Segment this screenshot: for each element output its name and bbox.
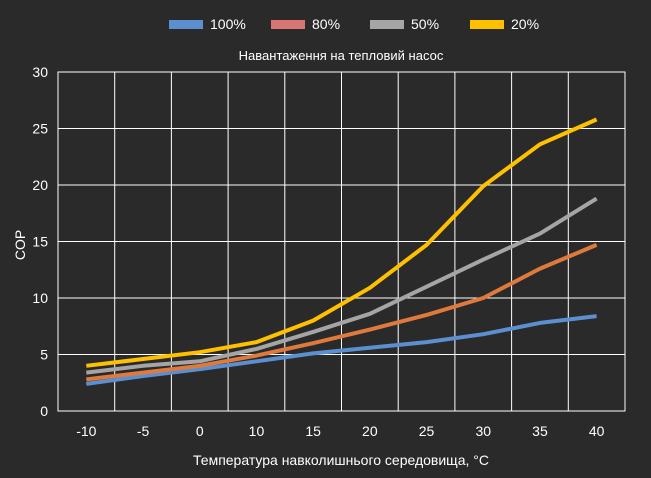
legend-swatch [271,20,305,29]
data-point [141,357,145,361]
series-line-2 [86,196,598,375]
data-point [311,319,315,323]
y-axis-label: COP [12,230,28,260]
x-tick-label: -5 [137,423,150,439]
x-tick-label: 20 [362,423,378,439]
y-tick-label: 20 [32,177,48,193]
data-point [141,371,145,375]
data-point [84,364,88,368]
data-point [538,232,542,236]
legend-label: 20% [511,16,539,32]
data-point [311,330,315,334]
legend-label: 100% [210,16,246,32]
legend-swatch [169,20,203,29]
series-line-0 [86,314,597,386]
data-point [368,312,372,316]
legend-label: 80% [312,16,340,32]
x-tick-label: 10 [249,423,265,439]
data-point [595,243,599,247]
data-point [538,267,542,271]
data-point [595,117,599,121]
y-tick-label: 30 [32,64,48,80]
x-tick-label: 0 [196,423,204,439]
data-point [425,340,429,344]
y-tick-label: 25 [32,121,48,137]
legend: 100% 80% 50% 20% [169,16,539,32]
legend-swatch [370,20,404,29]
x-axis-label: Температура навколишнього середовища, °C [193,452,489,468]
data-point [538,142,542,146]
data-point [311,341,315,345]
data-point [368,346,372,350]
data-point [84,382,88,386]
y-tick-label: 5 [40,347,48,363]
data-point [481,184,485,188]
data-point [254,347,258,351]
legend-swatch [470,20,504,29]
legend-label: 50% [411,16,439,32]
data-point [595,314,599,318]
data-point [538,321,542,325]
x-tick-label: 15 [305,423,321,439]
data-point [481,258,485,262]
y-tick-label: 10 [32,290,48,306]
series-line-3 [86,117,598,368]
data-point [481,332,485,336]
data-point [368,328,372,332]
x-tick-label: 35 [532,423,548,439]
x-tick-label: 25 [419,423,435,439]
y-axis-ticks: 0 5 10 15 20 25 30 [32,64,48,419]
data-point [425,285,429,289]
data-point [595,197,599,201]
data-point [425,313,429,317]
data-point [481,296,485,300]
data-point [84,371,88,375]
y-tick-label: 0 [40,403,48,419]
legend-item-2: 50% [370,16,439,32]
x-tick-label: 30 [475,423,491,439]
legend-item-3: 20% [470,16,539,32]
data-point [311,351,315,355]
data-point [254,359,258,363]
y-tick-label: 15 [32,234,48,250]
series-lines [84,117,599,386]
data-point [198,350,202,354]
legend-item-1: 80% [271,16,340,32]
data-point [84,377,88,381]
x-axis-ticks: -10 -5 0 10 15 20 25 30 35 40 [76,423,604,439]
x-tick-label: 40 [589,423,605,439]
data-point [254,340,258,344]
x-tick-label: -10 [76,423,96,439]
data-point [198,359,202,363]
data-point [368,286,372,290]
legend-item-0: 100% [169,16,246,32]
data-point [254,354,258,358]
data-point [198,364,202,368]
chart-title: Навантаження на тепловий насос [239,48,444,63]
data-point [141,364,145,368]
series-line-1 [86,243,598,382]
data-point [425,243,429,247]
